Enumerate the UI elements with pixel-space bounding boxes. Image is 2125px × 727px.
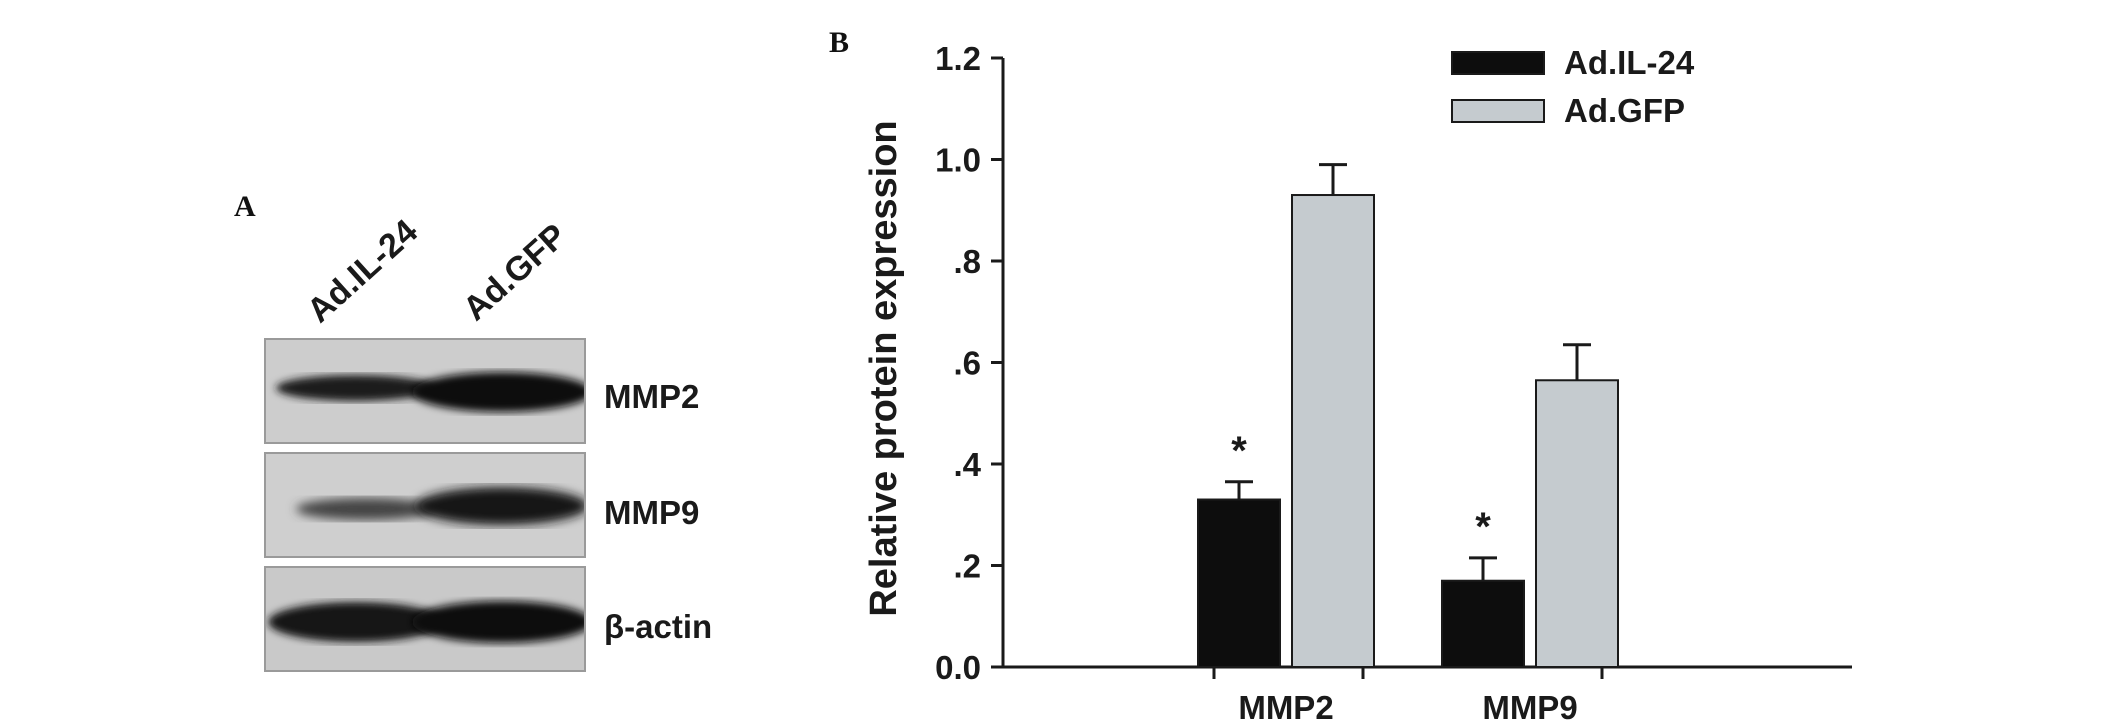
y-tick-label: .4 (953, 446, 981, 483)
chart-legend: Ad.IL-24 Ad.GFP (1451, 44, 1695, 129)
y-axis-title: Relative protein expression (863, 120, 905, 616)
y-tick-label: .2 (953, 548, 981, 585)
blot-bands-beta-actin (266, 568, 584, 670)
band-mmp9-ad-gfp (416, 487, 584, 525)
y-tick-label: 1.2 (935, 40, 981, 77)
bar (1197, 498, 1281, 668)
band-mmp2-ad-il24 (276, 375, 436, 401)
significance-marker: * (1475, 505, 1491, 549)
chart-bars: ** (1197, 163, 1619, 668)
chart-axes: 0.0 .2 .4 .6 .8 1.0 1.2 Relative protein expres… (863, 40, 1852, 726)
band-mmp2-ad-gfp (412, 372, 584, 412)
band-beta-actin-ad-gfp (412, 601, 584, 643)
protein-label-mmp9: MMP9 (604, 494, 700, 531)
x-tick-label: MMP2 (1238, 689, 1333, 726)
y-tick-label: 1.0 (935, 142, 981, 179)
bar (1441, 579, 1525, 668)
panel-a-label: A (234, 190, 256, 223)
band-mmp9-ad-il24 (296, 498, 436, 520)
band-beta-actin-ad-il24 (268, 602, 444, 642)
protein-label-mmp2: MMP2 (604, 378, 700, 415)
legend-swatch (1451, 51, 1545, 75)
blot-strip-beta-actin (264, 566, 586, 672)
y-tick-label: 0.0 (935, 649, 981, 686)
panel-b-label: B (829, 26, 850, 59)
protein-label-beta-actin: β-actin (604, 608, 713, 645)
legend-label: Ad.GFP (1564, 92, 1685, 129)
blot-bands-mmp2 (266, 340, 584, 442)
blot-strip-mmp2 (264, 338, 586, 444)
blot-strip-mmp9 (264, 452, 586, 558)
legend-swatch (1451, 99, 1545, 123)
western-blot-panel: A Ad.IL-24 Ad.GFP (0, 0, 800, 727)
y-tick-label: .8 (953, 243, 981, 280)
bar (1291, 194, 1375, 668)
bar (1535, 379, 1619, 668)
y-tick-label: .6 (953, 345, 981, 382)
blot-bands-mmp9 (266, 454, 584, 556)
x-tick-label: MMP9 (1482, 689, 1577, 726)
legend-label: Ad.IL-24 (1564, 44, 1695, 81)
significance-marker: * (1231, 429, 1247, 473)
